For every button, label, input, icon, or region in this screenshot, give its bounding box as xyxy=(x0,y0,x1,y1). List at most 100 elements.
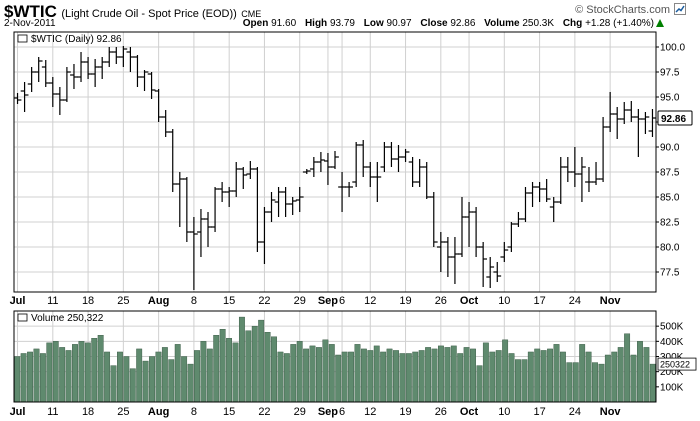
volume-bar xyxy=(431,348,438,403)
volume-bar xyxy=(142,360,149,403)
volume-bar xyxy=(226,338,232,403)
volume-x-tick-label: 24 xyxy=(569,406,581,418)
volume-bar xyxy=(367,350,374,403)
price-y-tick-label: 82.5 xyxy=(660,218,680,229)
ohlc-bar xyxy=(500,242,509,262)
volume-bar xyxy=(123,356,130,403)
price-y-tick-label: 80.0 xyxy=(660,243,680,254)
high-value: 93.79 xyxy=(329,18,355,29)
volume-bar xyxy=(232,342,239,403)
volume-bar xyxy=(527,351,534,403)
price-y-tick-label: 87.5 xyxy=(660,168,680,179)
price-x-tick-label: 6 xyxy=(339,295,345,307)
price-x-tick-label: 15 xyxy=(223,295,235,307)
open-value: 91.60 xyxy=(271,18,297,29)
volume-x-tick-label: 22 xyxy=(258,406,270,418)
ohlc-bar xyxy=(331,151,339,169)
volume-x-tick-label: 26 xyxy=(435,406,447,418)
up-arrow-icon xyxy=(656,19,664,27)
ohlc-bar xyxy=(119,46,128,67)
volume-bar xyxy=(78,341,85,403)
volume-bar xyxy=(585,351,592,403)
volume-bar xyxy=(149,356,155,403)
price-x-tick-label: Nov xyxy=(600,295,622,307)
price-x-tick-label: 12 xyxy=(364,295,376,307)
volume-x-tick-label: 18 xyxy=(82,406,94,418)
volume-bar xyxy=(258,319,265,403)
stockcharts-logo-icon xyxy=(674,3,686,15)
volume-bar xyxy=(418,350,425,403)
volume-bar xyxy=(450,345,457,403)
volume-panel: 100K 200K 300K 400K 500K Volume 250,322 250322… xyxy=(10,310,697,418)
volume-y-tick-label: 300K xyxy=(660,352,684,363)
volume-x-tick-label: 6 xyxy=(339,406,345,418)
volume-bar xyxy=(46,342,53,403)
volume-x-tick-label: 29 xyxy=(294,406,306,418)
price-legend: $WTIC (Daily) 92.86 xyxy=(31,34,122,45)
volume-bar xyxy=(502,339,509,403)
volume-bar xyxy=(604,354,611,403)
volume-bar xyxy=(200,341,207,403)
volume-bar xyxy=(624,333,631,403)
last-volume-label: 250322 xyxy=(660,360,690,370)
volume-bar xyxy=(65,350,72,403)
volume-bar xyxy=(303,348,310,403)
volume-bar xyxy=(59,347,66,403)
volume-bar xyxy=(559,351,566,403)
volume-bar xyxy=(438,345,444,403)
volume-x-tick-label: 10 xyxy=(498,406,510,418)
volume-y-tick-label: 100K xyxy=(660,382,684,393)
volume-bar xyxy=(219,329,226,403)
price-x-tick-label: Aug xyxy=(148,295,169,307)
volume-bar xyxy=(181,356,188,403)
volume-bar xyxy=(52,341,59,403)
price-x-tick-label: Jul xyxy=(10,295,26,307)
volume-bar xyxy=(425,347,432,403)
volume-frame xyxy=(13,310,657,403)
high-label: High xyxy=(304,18,328,29)
volume-bar xyxy=(155,351,162,403)
exchange: CME xyxy=(241,9,262,19)
ohlc-bar xyxy=(373,162,382,202)
volume-bar xyxy=(328,344,335,403)
price-y-tick-label: 100.0 xyxy=(660,43,685,54)
volume-bar xyxy=(341,351,348,403)
volume-bar xyxy=(572,362,579,403)
volume-bar xyxy=(515,359,521,403)
volume-bar xyxy=(534,348,541,403)
volume-bar xyxy=(277,351,284,403)
low-label: Low xyxy=(363,18,384,29)
ohlc-bar xyxy=(302,169,311,174)
volume-legend: Volume 250,322 xyxy=(31,313,104,324)
volume-bar xyxy=(630,354,637,403)
price-x-tick-label: 25 xyxy=(117,295,129,307)
volume-y-tick-label: 200K xyxy=(660,367,684,378)
volume-bar xyxy=(290,344,297,403)
volume-bar xyxy=(348,351,354,403)
price-x-tick-label: 8 xyxy=(191,295,197,307)
volume-legend-icon xyxy=(17,313,28,322)
volume-bar xyxy=(405,353,412,403)
close-label: Close xyxy=(420,18,448,29)
brand-logo[interactable]: © StockCharts.com xyxy=(575,4,670,16)
chg-value: +1.28 (+1.40%) xyxy=(585,18,654,29)
volume-x-tick-label: 19 xyxy=(399,406,411,418)
volume-x-tick-label: 17 xyxy=(533,406,545,418)
ohlc-bar xyxy=(147,72,156,99)
ohlc-bar xyxy=(317,152,325,172)
volume-bar xyxy=(547,348,553,403)
volume-bar xyxy=(399,353,406,403)
price-x-tick-label: 19 xyxy=(399,295,411,307)
volume-bar xyxy=(187,363,194,403)
volume-bar xyxy=(251,325,258,403)
volume-bar xyxy=(470,348,476,403)
price-y-tick-label: 85.0 xyxy=(660,193,680,204)
price-y-tick-label: 90.0 xyxy=(660,143,680,154)
symbol-description: (Light Crude Oil - Spot Price (EOD)) xyxy=(61,8,237,20)
volume-bar xyxy=(444,347,451,403)
volume-bar xyxy=(283,353,290,403)
volume-x-tick-label: Oct xyxy=(460,406,479,418)
volume-bar xyxy=(553,344,560,403)
volume-bar xyxy=(316,347,322,403)
ohlc-bar xyxy=(239,167,248,189)
